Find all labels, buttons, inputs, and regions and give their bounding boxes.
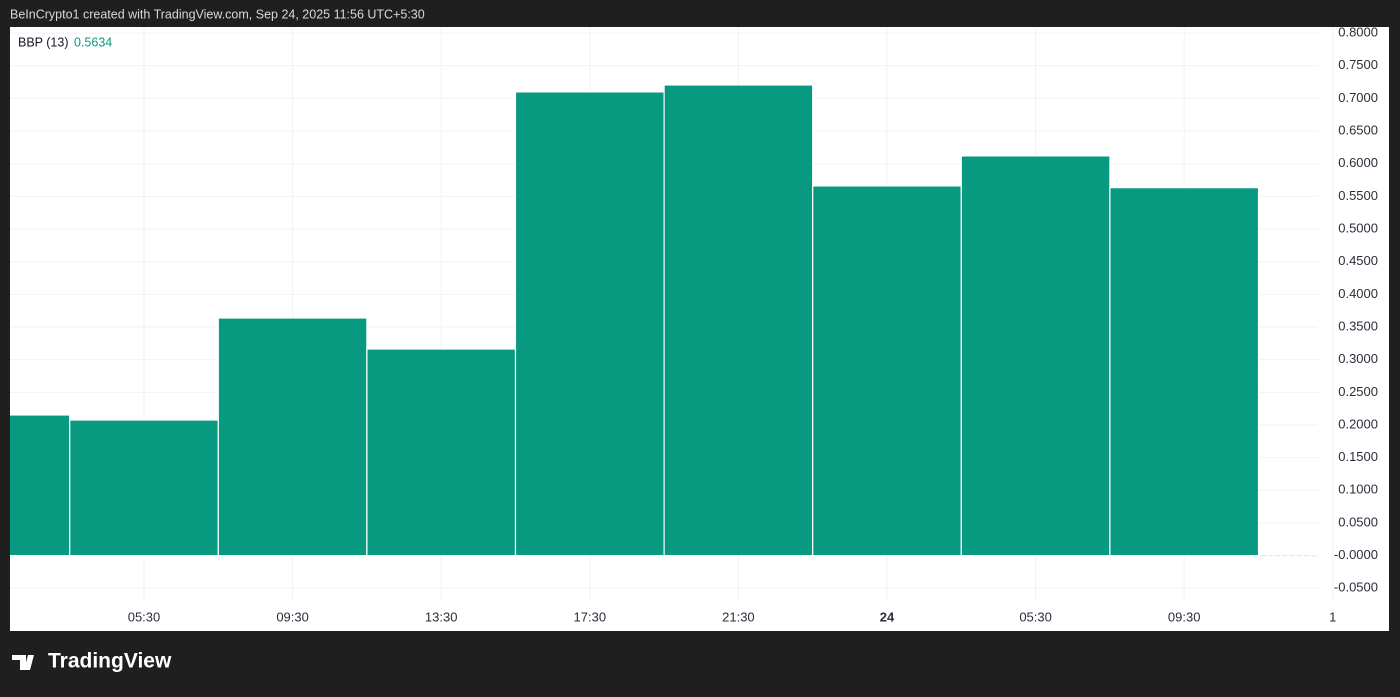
bar (812, 185, 962, 557)
x-tick-label: 1 (1329, 609, 1336, 624)
y-tick-label: 0.0500 (1338, 514, 1378, 529)
legend-value: 0.5634 (74, 35, 112, 49)
credit: BeInCrypto1 created with TradingView.com… (10, 7, 425, 21)
bar (960, 155, 1111, 557)
y-tick-label: 0.3000 (1338, 351, 1378, 366)
x-tick-label: 24 (880, 609, 895, 624)
bar (514, 91, 665, 557)
y-tick-label: 0.4000 (1338, 286, 1378, 301)
y-tick-label: 0.2500 (1338, 384, 1378, 399)
bar (10, 414, 71, 557)
bar (69, 419, 219, 557)
x-tick-label: 13:30 (425, 609, 458, 624)
y-tick-label: 0.4500 (1338, 253, 1378, 268)
bar (1109, 187, 1260, 557)
legend-name: BBP (13) (18, 35, 69, 49)
bar (663, 84, 814, 557)
y-tick-label: 0.5500 (1338, 188, 1378, 203)
x-tick-label: 09:30 (276, 609, 309, 624)
y-tick-label: -0.0500 (1334, 580, 1378, 595)
y-tick-label: 0.1500 (1338, 449, 1378, 464)
y-tick-label: 0.8000 (1338, 25, 1378, 40)
y-tick-label: 0.2000 (1338, 416, 1378, 431)
x-tick-label: 17:30 (574, 609, 607, 624)
x-tick-label: 05:30 (1019, 609, 1052, 624)
brand: TradingView (48, 650, 172, 673)
y-tick-label: 0.1000 (1338, 482, 1378, 497)
y-tick-label: 0.6500 (1338, 123, 1378, 138)
brand-logo: TradingView (12, 650, 172, 673)
x-tick-label: 21:30 (722, 609, 755, 624)
y-tick-label: 0.7500 (1338, 57, 1378, 72)
x-tick-label: 09:30 (1168, 609, 1201, 624)
y-tick-label: 0.7000 (1338, 90, 1378, 105)
y-tick-label: 0.5000 (1338, 220, 1378, 235)
bar (217, 317, 368, 557)
y-tick-label: 0.3500 (1338, 318, 1378, 333)
x-tick-label: 05:30 (128, 609, 161, 624)
y-tick-label: 0.6000 (1338, 155, 1378, 170)
bars (10, 84, 1260, 557)
y-tick-label: -0.0000 (1334, 547, 1378, 562)
bar (366, 348, 517, 557)
